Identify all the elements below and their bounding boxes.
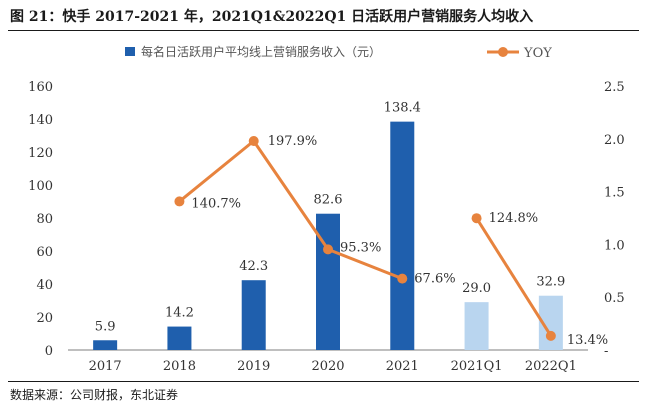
yoy-value-label: 140.7% — [191, 196, 241, 211]
yoy-point — [471, 213, 482, 224]
yoy-value-label: 197.9% — [268, 134, 318, 149]
yoy-point — [248, 136, 259, 147]
x-tick-label: 2022Q1 — [525, 359, 577, 374]
bar-value-label: 5.9 — [95, 319, 116, 334]
y-left-tick-label: 120 — [28, 146, 53, 161]
x-tick-label: 2021Q1 — [451, 359, 503, 374]
yoy-lines — [174, 136, 556, 341]
bar-value-label: 14.2 — [165, 306, 194, 321]
x-tick-label: 2017 — [89, 359, 122, 374]
bar — [93, 340, 118, 350]
y-left-tick-label: 20 — [36, 311, 53, 326]
bar — [241, 280, 266, 350]
bar — [167, 326, 192, 350]
legend-bar-swatch — [125, 47, 135, 56]
y-left-tick-label: 160 — [28, 80, 53, 95]
chart: 每名日活跃用户平均线上营销服务收入（元） YOY 0 20 40 60 80 100 120… — [28, 44, 625, 374]
yoy-point — [397, 273, 408, 284]
x-tick-label: 2020 — [311, 359, 344, 374]
yoy-point — [174, 196, 185, 207]
x-tick-label: 2018 — [163, 359, 196, 374]
x-tick-label: 2019 — [237, 359, 270, 374]
y-right-tick-label: 1.0 — [604, 238, 625, 253]
source-note: 数据来源：公司财报，东北证券 — [10, 388, 179, 402]
footer-divider — [8, 381, 639, 382]
y-left-tick-label: 40 — [36, 278, 53, 293]
bar-value-label: 32.9 — [536, 275, 565, 290]
bar — [464, 302, 489, 350]
yoy-point — [323, 244, 333, 255]
y-left-tick-label: 100 — [28, 179, 53, 194]
data-labels: 5.9 14.2 42.3 82.6 138.4 29.0 32.9 140.7% 197.9%… — [95, 101, 608, 348]
y-left-tick-label: 140 — [28, 113, 53, 128]
bar-value-label: 29.0 — [462, 281, 491, 296]
yoy-line — [475, 217, 553, 337]
yoy-value-label: 13.4% — [567, 333, 608, 348]
legend-line-marker — [498, 47, 508, 57]
y-left-tick-label: 0 — [45, 344, 53, 359]
y-right-tick-label: 0.5 — [604, 291, 625, 306]
legend-line-label: YOY — [523, 46, 552, 61]
legend-bar-label: 每名日活跃用户平均线上营销服务收入（元） — [141, 44, 381, 59]
yoy-value-label: 124.8% — [489, 211, 539, 226]
bar-value-label: 82.6 — [314, 193, 343, 208]
yoy-value-label: 95.3% — [340, 240, 381, 255]
legend: 每名日活跃用户平均线上营销服务收入（元） YOY — [125, 44, 552, 61]
title-divider — [8, 30, 639, 31]
yoy-line — [178, 139, 403, 281]
bar — [316, 213, 340, 350]
y-left-tick-label: 80 — [36, 212, 53, 227]
bars — [93, 121, 563, 350]
x-tick-label: 2021 — [386, 359, 419, 374]
yoy-value-label: 67.6% — [414, 272, 455, 287]
yoy-point — [545, 330, 556, 341]
y-right-tick-label: - — [604, 344, 608, 359]
y-left-tick-label: 60 — [36, 245, 53, 260]
bar-value-label: 42.3 — [239, 259, 268, 274]
y-right-tick-label: 2.0 — [604, 133, 625, 148]
bar-value-label: 138.4 — [384, 101, 421, 116]
axes: 0 20 40 60 80 100 120 140 160 - 0.5 1.0 1.5 2.0 2.5 201… — [28, 80, 625, 374]
y-right-tick-label: 2.5 — [604, 80, 625, 95]
bar — [390, 121, 415, 350]
y-right-tick-label: 1.5 — [604, 186, 625, 201]
chart-title: 图 21：快手 2017-2021 年，2021Q1&2022Q1 日活跃用户营… — [10, 9, 534, 25]
